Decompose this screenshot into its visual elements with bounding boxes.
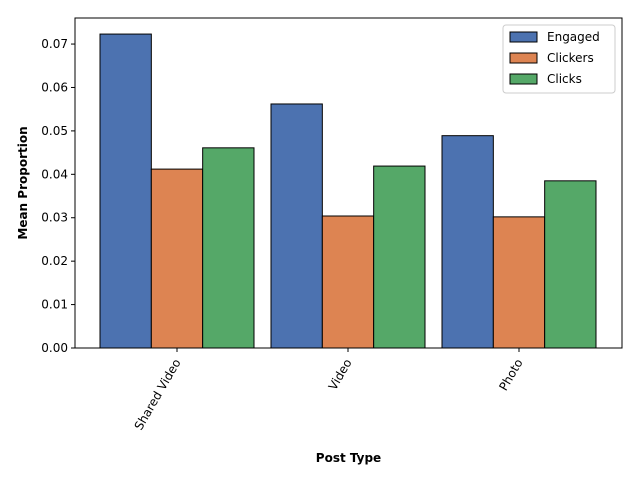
- legend-swatch-engaged: [509, 31, 538, 43]
- legend: Engaged Clickers Clicks: [502, 24, 616, 94]
- bar-engaged-0: [99, 33, 152, 349]
- y-tick-label: 0.02: [41, 254, 68, 268]
- legend-swatch-clickers: [509, 52, 538, 64]
- legend-label-clicks: Clicks: [547, 72, 582, 86]
- bar-clicks-1: [373, 165, 426, 349]
- y-tick-label: 0.05: [41, 124, 68, 138]
- x-tick-label: Photo: [496, 357, 525, 394]
- bar-clickers-2: [492, 216, 546, 349]
- x-tick-label: Video: [326, 357, 355, 393]
- x-axis-title: Post Type: [316, 451, 381, 465]
- bar-clicks-0: [202, 147, 255, 349]
- x-axis-ticks: Shared Video Video Photo: [132, 348, 526, 433]
- bar-engaged-2: [441, 135, 494, 349]
- y-tick-label: 0.00: [41, 341, 68, 355]
- legend-label-engaged: Engaged: [547, 30, 600, 44]
- y-axis-ticks: 0.00 0.01 0.02 0.03 0.04 0.05 0.06 0.07: [41, 37, 75, 355]
- bar-clicks-2: [544, 180, 597, 349]
- x-tick-label: Shared Video: [132, 357, 184, 433]
- bar-clickers-1: [321, 215, 375, 349]
- y-axis-title: Mean Proportion: [16, 126, 30, 239]
- y-tick-label: 0.01: [41, 298, 68, 312]
- bar-clickers-0: [150, 168, 204, 349]
- y-tick-label: 0.06: [41, 80, 68, 94]
- bar-engaged-1: [270, 103, 323, 349]
- bars: [99, 33, 597, 349]
- y-tick-label: 0.03: [41, 211, 68, 225]
- legend-label-clickers: Clickers: [547, 51, 594, 65]
- y-tick-label: 0.04: [41, 167, 68, 181]
- legend-swatch-clicks: [509, 73, 538, 85]
- y-tick-label: 0.07: [41, 37, 68, 51]
